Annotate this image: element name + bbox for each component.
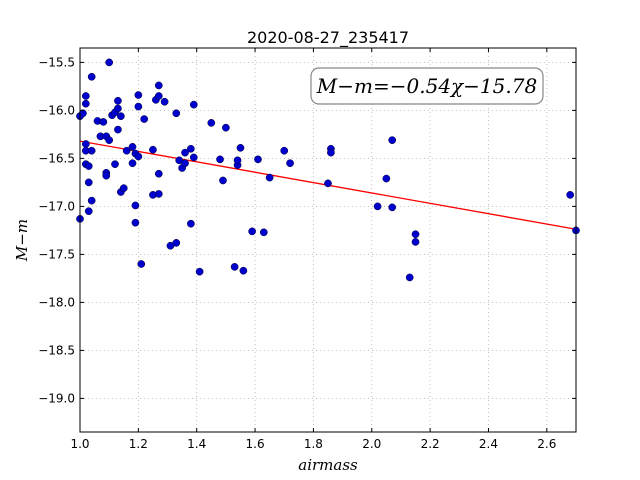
- data-point: [81, 140, 90, 148]
- data-point: [216, 155, 224, 164]
- data-point: [134, 152, 143, 161]
- y-tick-label: −18.0: [38, 295, 75, 309]
- data-point: [102, 171, 111, 180]
- data-point: [87, 196, 96, 205]
- x-tick-label: 1.0: [70, 437, 89, 451]
- x-tick-label: 2.0: [362, 437, 381, 451]
- data-point: [87, 146, 96, 155]
- fit-annotation: M−m=−0.54χ−15.78: [310, 67, 544, 105]
- data-point: [119, 184, 128, 193]
- x-tick-label: 1.8: [304, 437, 323, 451]
- data-point: [327, 148, 335, 157]
- data-point: [81, 92, 90, 100]
- data-point: [84, 162, 93, 170]
- data-point: [105, 58, 114, 67]
- data-point: [239, 266, 248, 275]
- y-axis-label: M−m: [13, 219, 31, 262]
- x-tick-label: 2.2: [421, 437, 440, 451]
- data-point: [411, 230, 420, 239]
- data-point: [79, 109, 87, 118]
- x-tick-label: 1.4: [187, 437, 206, 451]
- data-point: [187, 144, 195, 153]
- y-tick-label: −15.5: [38, 55, 75, 69]
- data-point: [81, 99, 90, 108]
- data-point: [207, 119, 216, 127]
- data-point: [99, 118, 108, 126]
- data-point: [160, 97, 169, 106]
- data-point: [405, 273, 414, 282]
- data-point: [181, 148, 189, 157]
- data-point: [195, 267, 204, 276]
- data-point: [154, 169, 163, 178]
- data-point: [259, 228, 268, 237]
- y-tick-label: −18.5: [38, 343, 75, 357]
- data-point: [248, 227, 256, 236]
- data-point: [114, 104, 122, 113]
- data-point: [105, 136, 114, 145]
- data-point: [134, 102, 143, 111]
- data-point: [172, 109, 181, 118]
- data-point: [111, 160, 119, 169]
- data-point: [411, 238, 420, 246]
- data-point: [128, 159, 137, 168]
- data-point: [181, 159, 189, 168]
- axis-ticks: 1.0 1.2 1.4 1.6 1.8 2.0 2.2 2.4 2.6 −15.5 −16.0 −16…: [38, 48, 576, 451]
- data-point: [230, 263, 239, 271]
- chart-title: 2020-08-27_235417: [247, 28, 409, 48]
- data-point: [114, 125, 122, 134]
- data-point: [128, 143, 137, 151]
- data-point: [137, 260, 146, 268]
- annotation-box: [310, 67, 544, 105]
- data-point: [140, 115, 149, 123]
- plot-frame: [79, 47, 577, 433]
- data-point: [265, 173, 274, 182]
- data-point: [219, 176, 227, 185]
- annotation-text: M−m=−0.54χ−15.78: [316, 74, 537, 98]
- data-point: [114, 96, 122, 105]
- data-point: [84, 207, 93, 216]
- data-point: [187, 219, 195, 228]
- x-tick-label: 1.6: [246, 437, 265, 451]
- data-point: [131, 201, 140, 210]
- x-tick-label: 2.6: [537, 437, 556, 451]
- data-point: [87, 72, 96, 81]
- data-point: [388, 136, 397, 145]
- y-tick-label: −17.0: [38, 199, 75, 213]
- y-tick-label: −17.5: [38, 247, 75, 261]
- data-point: [131, 218, 140, 227]
- data-point: [122, 146, 131, 155]
- data-point: [222, 123, 230, 132]
- x-tick-label: 2.4: [479, 437, 498, 451]
- data-point: [236, 143, 245, 152]
- data-point: [388, 203, 397, 212]
- x-tick-label: 1.2: [129, 437, 148, 451]
- data-point: [189, 153, 198, 162]
- data-point: [134, 91, 143, 99]
- data-point: [233, 156, 242, 165]
- x-axis-label: airmass: [298, 456, 358, 474]
- data-point: [172, 239, 181, 247]
- data-point: [149, 145, 157, 154]
- data-point: [154, 81, 163, 90]
- grid-lines: [79, 48, 576, 432]
- y-tick-label: −16.5: [38, 151, 75, 165]
- data-point: [154, 190, 163, 198]
- data-point: [566, 191, 575, 199]
- data-point: [286, 159, 294, 168]
- data-point: [254, 155, 262, 164]
- y-tick-label: −16.0: [38, 103, 75, 117]
- data-point: [373, 202, 382, 211]
- data-point: [189, 100, 198, 109]
- data-point: [382, 174, 391, 183]
- data-point: [116, 112, 125, 121]
- data-point: [84, 178, 93, 187]
- data-point: [324, 179, 332, 188]
- data-point: [280, 146, 289, 155]
- y-tick-label: −19.0: [38, 391, 75, 405]
- data-point: [154, 92, 163, 100]
